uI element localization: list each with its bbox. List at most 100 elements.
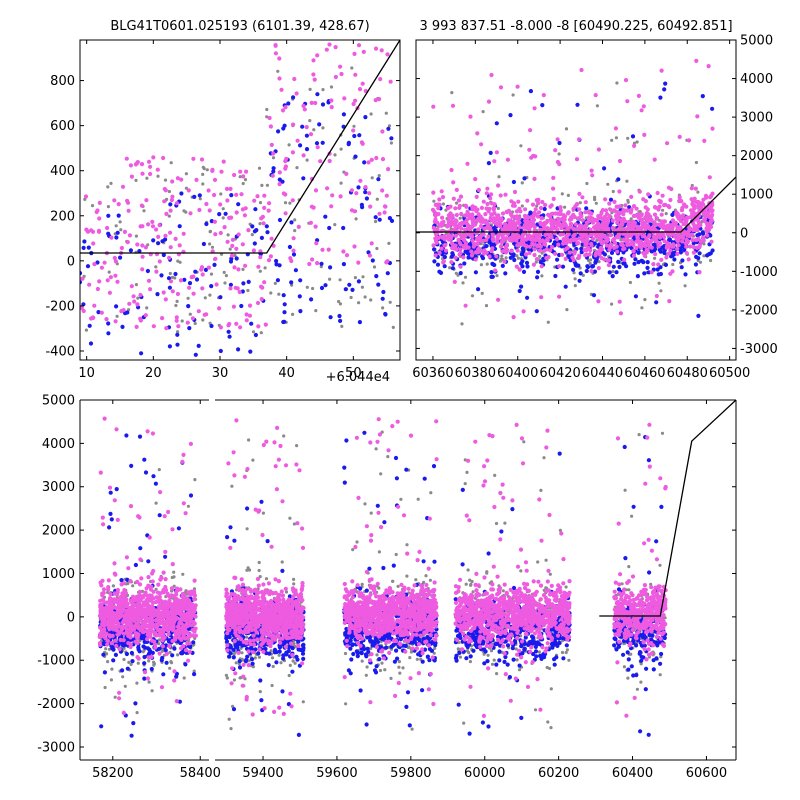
zoom-point-magenta xyxy=(304,125,309,130)
zoom-point-gray xyxy=(352,124,356,128)
zoom-point-magenta xyxy=(277,170,282,175)
season-point-magenta xyxy=(580,218,585,223)
full-point-gray xyxy=(270,656,275,660)
season-point-magenta xyxy=(491,205,497,211)
season-point-magenta xyxy=(684,244,689,249)
zoom-point-magenta xyxy=(367,253,372,258)
season-point-magenta xyxy=(659,212,664,217)
full-point-gray xyxy=(157,468,161,472)
season-point-magenta xyxy=(452,227,457,232)
zoom-point-magenta xyxy=(324,47,329,52)
zoom-point-blue xyxy=(376,177,381,182)
season-point-magenta xyxy=(555,137,560,142)
season-ytick-label: -1000 xyxy=(740,265,778,280)
zoom-point-magenta xyxy=(194,177,199,182)
season-point-blue xyxy=(680,244,685,249)
zoom-point-magenta xyxy=(268,124,273,129)
season-point-gray xyxy=(629,217,633,221)
zoom-point-gray xyxy=(163,178,168,182)
full-point-gray xyxy=(365,665,369,669)
season-point-magenta xyxy=(708,194,714,199)
zoom-point-gray xyxy=(369,112,373,116)
season-point-magenta xyxy=(459,220,464,225)
full-point-gray xyxy=(630,514,634,518)
full-point-blue xyxy=(124,651,129,657)
season-point-magenta xyxy=(579,67,584,73)
full-point-blue xyxy=(153,481,158,486)
zoom-point-blue xyxy=(253,207,258,212)
season-point-gray xyxy=(534,260,538,264)
season-point-blue xyxy=(672,257,677,262)
season-point-magenta xyxy=(566,210,571,215)
zoom-point-magenta xyxy=(140,224,145,229)
zoom-point-magenta xyxy=(176,324,181,329)
full-point-gray xyxy=(627,588,631,592)
season-point-magenta xyxy=(666,251,671,256)
zoom-point-magenta xyxy=(190,316,195,321)
season-point-magenta xyxy=(451,196,456,201)
season-point-magenta xyxy=(596,147,602,152)
full-point-gray xyxy=(122,657,126,662)
zoom-point-magenta xyxy=(161,290,166,295)
zoom-point-blue xyxy=(159,273,164,278)
zoom-point-gray xyxy=(154,265,158,269)
zoom-point-blue xyxy=(155,292,160,297)
season-point-magenta xyxy=(500,211,506,216)
season-point-magenta xyxy=(494,254,499,259)
season-point-blue xyxy=(442,264,447,269)
zoom-point-magenta xyxy=(168,279,174,284)
zoom-point-magenta xyxy=(263,322,268,327)
season-point-magenta xyxy=(686,138,692,143)
season-point-magenta xyxy=(635,227,640,232)
zoom-point-magenta xyxy=(273,51,278,56)
zoom-point-gray xyxy=(184,210,188,214)
season-point-magenta xyxy=(572,249,578,254)
full-point-gray xyxy=(121,675,125,679)
season-point-magenta xyxy=(468,228,473,233)
zoom-point-gray xyxy=(370,176,374,180)
zoom-point-magenta xyxy=(119,245,124,251)
season-point-magenta xyxy=(654,293,659,299)
season-point-magenta xyxy=(485,186,490,191)
zoom-point-magenta xyxy=(228,286,233,291)
season-point-gray xyxy=(696,190,700,194)
zoom-point-magenta xyxy=(95,286,100,292)
full-point-blue xyxy=(114,487,119,492)
full-point-gray xyxy=(471,590,475,594)
zoom-point-blue xyxy=(352,133,357,139)
season-point-blue xyxy=(584,268,589,274)
season-point-magenta xyxy=(490,246,495,251)
season-point-magenta xyxy=(509,238,514,243)
zoom-point-gray xyxy=(170,275,175,279)
season-point-magenta xyxy=(662,219,668,224)
zoom-point-magenta xyxy=(163,297,168,302)
season-point-gray xyxy=(614,136,619,140)
full-point-gray xyxy=(240,651,244,655)
season-point-magenta xyxy=(512,222,517,227)
full-point-gray xyxy=(486,653,490,657)
zoom-point-magenta xyxy=(301,153,306,158)
zoom-point-blue xyxy=(227,334,232,339)
season-point-magenta xyxy=(593,93,598,98)
season-point-blue xyxy=(636,250,641,255)
season-point-magenta xyxy=(662,234,667,240)
season-point-magenta xyxy=(710,126,715,131)
zoom-point-blue xyxy=(175,332,180,337)
zoom-point-magenta xyxy=(307,261,312,267)
zoom-point-blue xyxy=(337,313,342,319)
season-point-magenta xyxy=(651,224,656,229)
season-point-magenta xyxy=(615,204,620,209)
season-point-magenta xyxy=(449,241,454,246)
zoom-point-magenta xyxy=(87,282,92,287)
season-point-gray xyxy=(448,266,452,270)
zoom-point-magenta xyxy=(112,255,117,261)
zoom-point-blue xyxy=(139,351,144,356)
season-point-gray xyxy=(593,195,597,199)
season-point-blue xyxy=(585,264,590,269)
zoom-point-magenta xyxy=(261,221,266,226)
season-point-blue xyxy=(466,255,471,260)
zoom-point-blue xyxy=(374,274,379,279)
zoom-point-blue xyxy=(87,323,92,328)
full-point-gray xyxy=(288,663,292,668)
zoom-point-gray xyxy=(246,288,250,293)
